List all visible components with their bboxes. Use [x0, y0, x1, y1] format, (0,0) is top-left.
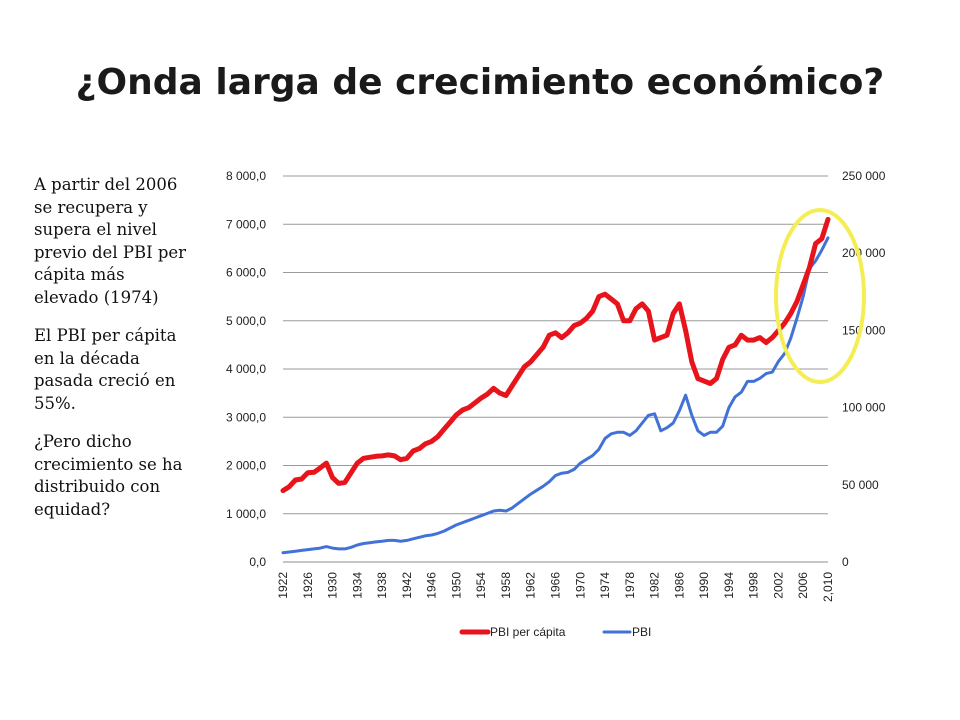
- left-axis-tick-label: 4 000,0: [226, 362, 266, 376]
- x-axis-tick-label: 2006: [796, 572, 810, 599]
- x-axis-tick-label: 1958: [499, 572, 513, 599]
- series-line-pbi-per-capita: [280, 216, 831, 494]
- x-axis-ticks: 1922 1926 1930 1934 1938 1942 1946 1950 1954 1958…: [276, 572, 835, 602]
- x-axis-tick-label: 1942: [400, 572, 414, 599]
- x-axis-tick-label: 1954: [474, 572, 488, 599]
- x-axis-tick-label: 1950: [449, 572, 463, 599]
- x-axis-tick-label: 1986: [672, 572, 686, 599]
- left-axis-tick-label: 0,0: [249, 555, 266, 569]
- x-axis-tick-label: 1998: [747, 572, 761, 599]
- right-axis-tick-label: 200 000: [842, 246, 886, 260]
- x-axis-tick-label: 1966: [549, 572, 563, 599]
- left-axis-tick-label: 1 000,0: [226, 507, 266, 521]
- x-axis-tick-label: 1922: [276, 572, 290, 599]
- commentary-paragraph-1: A partir del 2006 se recupera y supera e…: [34, 175, 187, 307]
- commentary-paragraph-2: El PBI per cápita en la década pasada cr…: [34, 326, 177, 413]
- x-axis-tick-label: 1938: [375, 572, 389, 599]
- series-line-pbi: [281, 236, 830, 555]
- x-axis-tick-label: 1946: [425, 572, 439, 599]
- x-axis-tick-label: 1934: [350, 572, 364, 599]
- left-axis-tick-label: 7 000,0: [226, 217, 266, 231]
- left-axis-tick-label: 3 000,0: [226, 410, 266, 424]
- commentary-paragraph-3: ¿Pero dicho crecimiento se ha distribuid…: [34, 432, 183, 519]
- side-commentary: A partir del 2006 se recupera y supera e…: [34, 174, 194, 537]
- x-axis-tick-label: 2,010: [821, 572, 835, 602]
- right-axis-tick-label: 0: [842, 555, 849, 569]
- left-axis-tick-label: 8 000,0: [226, 169, 266, 183]
- right-axis-tick-label: 150 000: [842, 323, 886, 337]
- x-axis-tick-label: 1970: [573, 572, 587, 599]
- legend-label: PBI per cápita: [490, 625, 566, 639]
- x-axis-tick-label: 1926: [301, 572, 315, 599]
- right-axis-ticks: 0 50 000 100 000 150 000 200 000 250 000: [842, 169, 886, 569]
- x-axis-tick-label: 1978: [623, 572, 637, 599]
- x-axis-tick-label: 1974: [598, 572, 612, 599]
- x-axis-tick-label: 1990: [697, 572, 711, 599]
- chart-legend: PBI per cápita PBI: [459, 625, 651, 639]
- right-axis-tick-label: 250 000: [842, 169, 886, 183]
- chart-gridlines: [283, 175, 828, 563]
- highlight-ellipse: [774, 208, 866, 384]
- left-axis-tick-label: 6 000,0: [226, 266, 266, 280]
- left-axis-tick-label: 5 000,0: [226, 314, 266, 328]
- x-axis-tick-label: 2002: [771, 572, 785, 599]
- left-axis-tick-label: 2 000,0: [226, 459, 266, 473]
- left-axis-ticks: 0,0 1 000,0 2 000,0 3 000,0 4 000,0 5 000,0 6 …: [226, 169, 266, 569]
- slide-title: ¿Onda larga de crecimiento económico?: [75, 62, 885, 103]
- x-axis-tick-label: 1962: [524, 572, 538, 599]
- x-axis-tick-label: 1994: [722, 572, 736, 599]
- right-axis-tick-label: 100 000: [842, 401, 886, 415]
- legend-label: PBI: [632, 625, 651, 639]
- right-axis-tick-label: 50 000: [842, 478, 879, 492]
- chart-series: [280, 216, 831, 555]
- x-axis-tick-label: 1930: [326, 572, 340, 599]
- x-axis-tick-label: 1982: [648, 572, 662, 599]
